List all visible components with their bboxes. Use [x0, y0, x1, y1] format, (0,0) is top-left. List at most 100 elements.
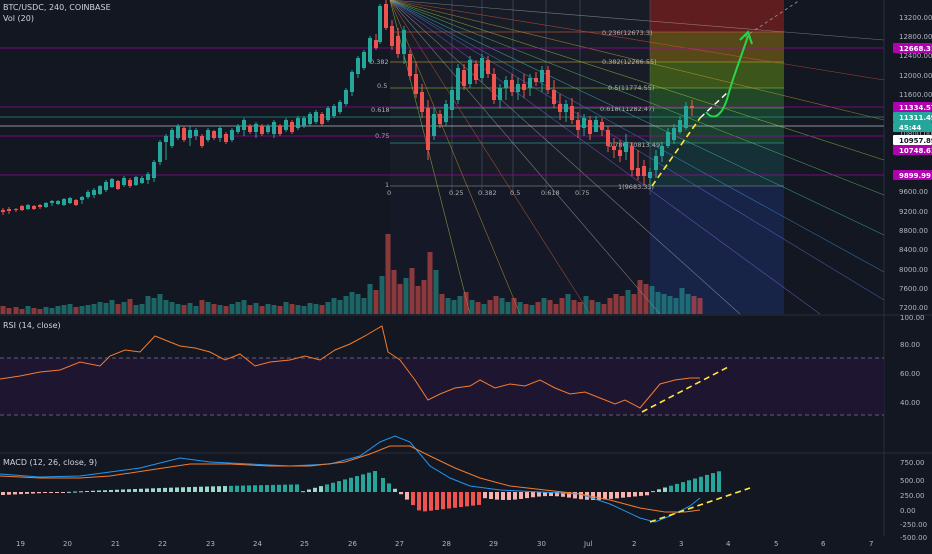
price-badge-bg [893, 145, 932, 155]
volume-legend[interactable]: Vol (20) [3, 14, 34, 23]
volume-bar [79, 306, 85, 314]
fan-line [389, 0, 885, 236]
symbol-title[interactable]: BTC/USDC, 240, COINBASE [3, 3, 111, 12]
hand-drawn-arrow[interactable] [705, 35, 749, 118]
volume-bar [31, 308, 37, 314]
time-tick: 28 [442, 540, 451, 548]
macd-histogram-bar [367, 472, 371, 492]
fan-line [389, 0, 661, 315]
macd-histogram-bar [325, 484, 329, 492]
candle-body [170, 130, 174, 146]
volume-bar [655, 292, 661, 314]
candle-body [432, 114, 436, 136]
volume-bar [523, 304, 529, 314]
macd-legend[interactable]: MACD (12, 26, close, 9) [3, 458, 98, 467]
candle-body [486, 60, 490, 74]
macd-histogram-bar [283, 484, 287, 492]
volume-bar [49, 308, 55, 314]
projection-line[interactable] [699, 91, 729, 119]
rsi-tick: 60.00 [900, 370, 920, 378]
price-badge[interactable]: 11311.49 [893, 112, 932, 122]
candle-body [332, 106, 336, 116]
volume-bar [277, 306, 283, 314]
candle-body [104, 182, 108, 190]
macd-histogram-bar [289, 484, 293, 492]
time-tick: 29 [489, 540, 498, 548]
macd-histogram-bar [163, 487, 167, 492]
candle-body [558, 104, 562, 112]
volume-bar [547, 300, 553, 314]
rsi-trendline[interactable] [641, 365, 731, 413]
candle-body [200, 136, 204, 146]
macd-histogram-bar [1, 492, 5, 495]
price-badge[interactable]: 11334.57 [893, 102, 932, 112]
volume-bar [325, 302, 331, 314]
volume-bar [553, 304, 559, 314]
candle-body [582, 118, 586, 128]
macd-histogram-bar [37, 492, 41, 494]
macd-pane[interactable]: 750.00 500.00 250.00 0.00 -250.00 -500.00 [0, 435, 927, 542]
macd-histogram-bar [633, 492, 637, 497]
time-tick: 19 [16, 540, 25, 548]
volume-bar [451, 300, 457, 314]
fib-drawing[interactable]: 0.236(12673.3) 0.382(12266.55) 0.5(11774.5… [370, 0, 885, 315]
candle-body [284, 120, 288, 130]
fan-line [389, 0, 591, 315]
price-badge[interactable]: 10748.61 [893, 145, 932, 155]
candle-body [44, 203, 48, 207]
volume-bar [583, 296, 589, 314]
macd-histogram-bar [307, 489, 311, 492]
macd-histogram-bar [657, 489, 661, 492]
volume-bar [439, 294, 445, 314]
candle-body [438, 114, 442, 124]
rsi-tick: 100.00 [900, 314, 925, 322]
candle-body [612, 146, 616, 150]
rsi-pane[interactable]: 100.00 80.00 60.00 40.00 [0, 314, 925, 416]
macd-histogram-bar [229, 485, 233, 492]
macd-histogram-bar [411, 492, 415, 505]
candle-body [62, 199, 66, 205]
volume-bar [91, 304, 97, 314]
time-axis[interactable]: 19 20 21 22 23 24 25 26 27 28 29 30 Jul 2 3 4 5 6 7 [16, 540, 873, 548]
fan-line [389, 0, 885, 301]
support-trendline[interactable] [651, 117, 701, 187]
fib-zone [390, 0, 650, 186]
candle-body [600, 122, 604, 130]
rsi-legend[interactable]: RSI (14, close) [3, 321, 61, 330]
price-axis[interactable]: 13200.00 12800.00 12400.00 12000.00 11600.00… [899, 14, 932, 312]
volume-bar [37, 309, 43, 314]
volume-bar [6, 308, 12, 314]
candle-body [362, 52, 366, 68]
candle-body [408, 54, 412, 76]
candle-body [308, 114, 312, 124]
volume-bar [469, 300, 475, 314]
fib-zone [390, 186, 650, 314]
volume-bar [343, 296, 349, 314]
volume-bar [385, 234, 391, 314]
volume-bar [559, 298, 565, 314]
macd-trendline[interactable] [649, 487, 751, 523]
candle-body [546, 70, 550, 90]
candle-body [338, 102, 342, 112]
time-tick: Jul [583, 540, 593, 548]
volume-bar [421, 280, 427, 314]
price-badge[interactable]: 45:44 [893, 122, 932, 132]
price-badge-bg [893, 112, 932, 122]
macd-histogram-bar [199, 486, 203, 492]
time-tick: 5 [774, 540, 778, 548]
candle-body [236, 126, 240, 132]
candle-body [648, 172, 652, 178]
macd-histogram-bar [121, 489, 125, 492]
candle-body [152, 162, 156, 178]
volume-bar [577, 302, 583, 314]
price-badge[interactable]: 9899.99 [893, 170, 932, 180]
candle-body [26, 205, 30, 209]
price-badge[interactable]: 10957.89 [893, 135, 932, 145]
price-badge[interactable]: 12668.31 [893, 43, 932, 53]
candle-body [378, 6, 382, 42]
candle-body [594, 120, 598, 132]
price-tick: 9200.00 [899, 208, 928, 216]
candle-body [444, 104, 448, 122]
